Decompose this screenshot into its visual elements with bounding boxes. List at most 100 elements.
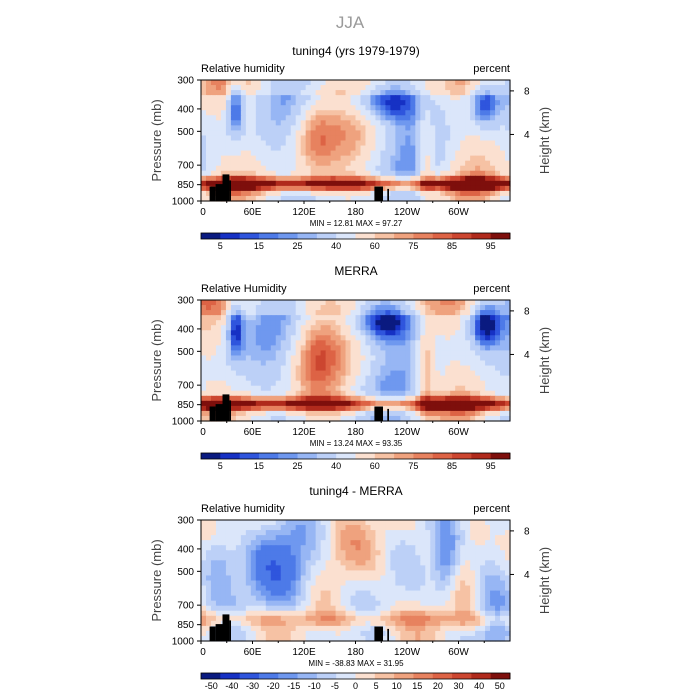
heatmap-cell [285, 145, 292, 152]
heatmap-cell [245, 600, 252, 607]
heatmap-cell [375, 375, 382, 382]
heatmap-cell [325, 405, 332, 412]
heatmap-cell [450, 520, 456, 526]
heatmap-cell [415, 365, 421, 372]
heatmap-cell [420, 80, 426, 86]
heatmap-cell [345, 545, 352, 551]
heatmap-cell [235, 95, 242, 101]
heatmap-cell [385, 85, 391, 91]
heatmap-cell [420, 110, 426, 116]
heatmap-cell [390, 565, 396, 572]
heatmap-cell [310, 400, 317, 407]
heatmap-cell [495, 635, 501, 642]
heatmap-cell [310, 190, 317, 197]
heatmap-cell [335, 590, 342, 597]
heatmap-cell [395, 555, 401, 561]
heatmap-cell [255, 115, 262, 121]
heatmap-cell [325, 625, 332, 632]
heatmap-cell [240, 160, 247, 167]
heatmap-cell [410, 620, 416, 627]
heatmap-cell [235, 160, 242, 167]
heatmap-cell [305, 395, 312, 402]
heatmap-cell [485, 305, 491, 311]
heatmap-cell [295, 175, 302, 182]
colorbar-label: 15 [254, 241, 264, 251]
heatmap-cell [385, 555, 391, 561]
heatmap-cell [390, 310, 396, 316]
heatmap-cell [245, 380, 252, 387]
heatmap-cell [500, 80, 506, 86]
heatmap-cell [355, 615, 362, 622]
heatmap-cell [235, 395, 242, 402]
heatmap-cell [500, 110, 506, 116]
heatmap-cell [350, 135, 357, 142]
heatmap-cell [225, 535, 232, 541]
heatmap-cell [265, 160, 272, 167]
heatmap-cell [405, 605, 411, 612]
heatmap-cell [410, 85, 416, 91]
heatmap-cell [410, 395, 416, 402]
heatmap-cell [460, 415, 466, 422]
heatmap-cell [315, 390, 322, 397]
heatmap-cell [425, 410, 431, 417]
heatmap-cell [250, 365, 257, 372]
heatmap-cell [485, 80, 491, 86]
heatmap-cell [275, 90, 282, 96]
heatmap-cell [340, 320, 347, 326]
heatmap-cell [350, 110, 357, 116]
heatmap-cell [475, 390, 481, 397]
heatmap-cell [400, 630, 406, 637]
heatmap-cell [370, 185, 377, 192]
heatmap-cell [245, 540, 252, 546]
heatmap-cell [285, 175, 292, 182]
heatmap-cell [255, 575, 262, 582]
heatmap-cell [505, 405, 511, 412]
heatmap-cell [345, 300, 352, 306]
heatmap-cell [315, 95, 322, 101]
heatmap-cell [285, 530, 292, 536]
heatmap-cell [235, 90, 242, 96]
heatmap-cell [330, 120, 337, 126]
heatmap-cell [201, 125, 207, 132]
heatmap-cell [340, 180, 347, 187]
heatmap-cell [385, 525, 391, 531]
heatmap-cell [325, 310, 332, 316]
heatmap-cell [370, 410, 377, 417]
heatmap-cell [275, 610, 282, 617]
heatmap-cell [425, 545, 431, 551]
heatmap-cell [415, 595, 421, 602]
heatmap-cell [425, 590, 431, 597]
heatmap-cell [235, 570, 242, 577]
heatmap-cell [340, 410, 347, 417]
heatmap-cell [340, 620, 347, 627]
heatmap-cell [465, 400, 471, 407]
heatmap-cell [465, 390, 471, 397]
heatmap-cell [445, 85, 451, 91]
heatmap-cell [485, 195, 491, 202]
colorbar-swatch [490, 233, 511, 239]
heatmap-cell [430, 560, 436, 566]
heatmap-cell [420, 175, 426, 182]
heatmap-cell [270, 620, 277, 627]
heatmap-cell [450, 405, 456, 412]
heatmap-cell [340, 150, 347, 157]
heatmap-cell [425, 120, 431, 126]
heatmap-cell [230, 345, 237, 352]
heatmap-cell [315, 125, 322, 132]
heatmap-cell [265, 610, 272, 617]
heatmap-cell [505, 615, 511, 622]
heatmap-cell [375, 575, 382, 582]
heatmap-cell [275, 360, 282, 367]
panel-title: tuning4 (yrs 1979-1979) [292, 44, 419, 58]
heatmap-cell [380, 370, 386, 377]
heatmap-cell [295, 355, 302, 362]
heatmap-cell [450, 155, 456, 162]
heatmap-cell [255, 635, 262, 642]
heatmap-cell [240, 635, 247, 642]
heatmap-cell [265, 615, 272, 622]
heatmap-cell [460, 580, 466, 587]
heatmap-cell [315, 155, 322, 162]
heatmap-cell [350, 415, 357, 422]
heatmap-cell [460, 185, 466, 192]
heatmap-cell [315, 630, 322, 637]
